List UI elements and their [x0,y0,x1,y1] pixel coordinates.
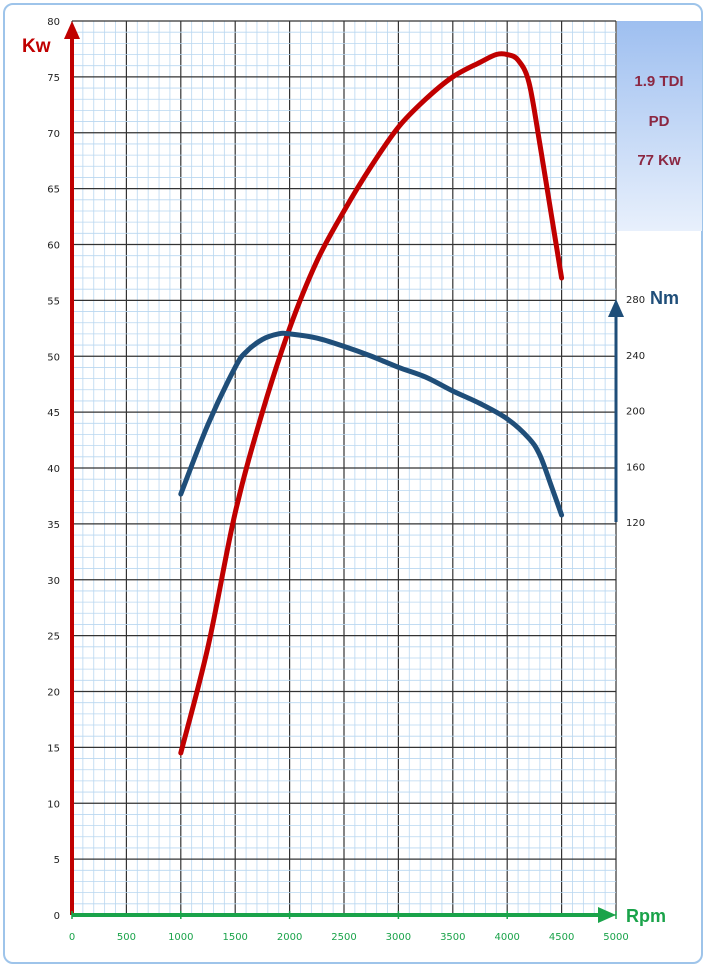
y-axis-left-arrow [64,21,80,39]
x-tick-label: 2000 [277,932,302,943]
y-right-tick-label: 160 [626,462,645,473]
y-right-axis-label: Nm [650,288,679,308]
y-left-tick-label: 35 [47,520,60,531]
y-left-axis-label: Kw [22,36,51,57]
torque-curve [178,330,565,518]
axes [64,21,624,923]
spec-panel [617,21,702,231]
x-tick-label: 4500 [549,932,574,943]
tick-labels: 0 500 1000 1500 2000 2500 3000 3500 4000 4500 5000… [22,17,679,943]
data-series [178,51,565,756]
y-left-tick-label: 50 [47,352,60,363]
y-left-tick-label: 70 [47,129,60,140]
x-tick-label: 1500 [222,932,247,943]
y-left-tick-label: 15 [47,743,60,754]
engine-model-label: 1.9 TDI [634,73,683,90]
y-left-tick-label: 20 [47,688,60,699]
y-left-tick-label: 60 [47,241,60,252]
y-right-tick-label: 240 [626,351,645,362]
y-right-tick-label: 280 [626,295,645,306]
y-left-tick-label: 45 [47,408,60,419]
y-left-tick-label: 5 [54,855,60,866]
x-tick-label: 5000 [603,932,628,943]
y-left-tick-label: 30 [47,576,60,587]
x-tick-label: 0 [69,932,75,943]
x-axis-arrow [598,907,616,923]
power-curve [178,51,565,756]
y-left-tick-label: 25 [47,632,60,643]
y-axis-right-arrow [608,299,624,317]
engine-type-label: PD [649,113,670,130]
x-axis-label: Rpm [626,906,666,926]
x-tick-label: 4000 [494,932,519,943]
y-left-tick-label: 55 [47,296,60,307]
x-tick-label: 2500 [331,932,356,943]
y-left-tick-label: 80 [47,17,60,28]
x-tick-label: 500 [117,932,136,943]
x-tick-label: 3500 [440,932,465,943]
y-left-tick-label: 65 [47,185,60,196]
engine-power-label: 77 Kw [637,152,681,169]
y-left-tick-label: 75 [47,73,60,84]
x-tick-label: 1000 [168,932,193,943]
x-tick-label: 3000 [386,932,411,943]
y-right-tick-label: 120 [626,518,645,529]
plot-grid [71,20,617,916]
y-left-tick-label: 0 [54,911,60,922]
y-left-tick-label: 10 [47,799,60,810]
y-right-tick-label: 200 [626,407,645,418]
y-left-tick-label: 40 [47,464,60,475]
